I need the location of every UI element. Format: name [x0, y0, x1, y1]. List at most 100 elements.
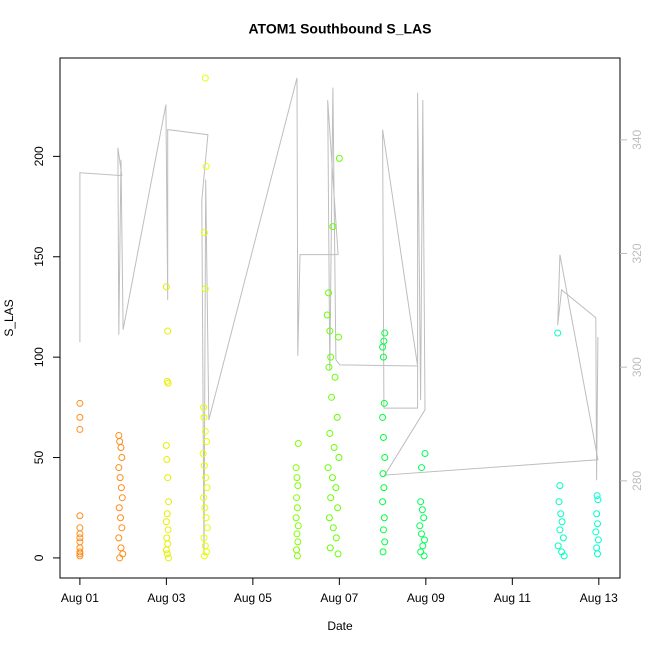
- point: [381, 538, 389, 546]
- point: [328, 474, 336, 482]
- point: [331, 373, 339, 381]
- point: [162, 283, 170, 291]
- point: [421, 450, 429, 458]
- point: [117, 443, 125, 451]
- point: [593, 492, 601, 500]
- point: [326, 429, 334, 437]
- point: [117, 514, 125, 522]
- y2-tick-label: 340: [630, 130, 644, 150]
- x-tick-label: Aug 09: [407, 591, 445, 605]
- point: [294, 522, 302, 530]
- point: [201, 427, 209, 435]
- point: [559, 534, 567, 542]
- x-tick-label: Aug 05: [234, 591, 272, 605]
- point: [200, 229, 208, 237]
- point: [201, 285, 209, 293]
- point: [380, 514, 388, 522]
- point: [418, 506, 426, 514]
- y-tick-label: 100: [32, 347, 46, 367]
- point: [556, 526, 564, 534]
- x-axis-label: Date: [327, 619, 353, 633]
- point: [203, 437, 211, 445]
- point: [381, 454, 389, 462]
- point: [334, 504, 342, 512]
- point: [335, 454, 343, 462]
- point: [558, 518, 566, 526]
- point: [379, 413, 387, 421]
- point: [557, 510, 565, 518]
- point: [76, 399, 84, 407]
- point: [116, 474, 124, 482]
- point: [325, 514, 333, 522]
- y-tick-label: 150: [32, 246, 46, 266]
- point: [418, 464, 426, 472]
- point: [165, 554, 173, 562]
- point: [334, 333, 342, 341]
- point: [594, 520, 602, 528]
- point: [203, 524, 211, 532]
- point: [163, 510, 171, 518]
- point: [293, 474, 301, 482]
- point: [163, 550, 171, 558]
- point: [593, 510, 601, 518]
- point: [199, 450, 207, 458]
- point: [327, 353, 335, 361]
- point: [164, 526, 172, 534]
- point: [294, 482, 302, 490]
- y-tick-label: 200: [32, 146, 46, 166]
- point: [200, 403, 208, 411]
- point: [333, 413, 341, 421]
- x-tick-label: Aug 01: [61, 591, 99, 605]
- point: [115, 504, 123, 512]
- point: [76, 552, 84, 560]
- point: [379, 343, 387, 351]
- point: [417, 548, 425, 556]
- point: [556, 482, 564, 490]
- point: [555, 498, 563, 506]
- point: [117, 484, 125, 492]
- point: [202, 162, 210, 170]
- point: [293, 530, 301, 538]
- point: [76, 548, 84, 556]
- point: [332, 484, 340, 492]
- point: [420, 514, 428, 522]
- y-axis-label: S_LAS: [2, 299, 16, 336]
- point: [203, 484, 211, 492]
- point: [379, 498, 387, 506]
- point: [326, 544, 334, 552]
- point: [162, 441, 170, 449]
- point: [294, 538, 302, 546]
- y2-tick-label: 280: [630, 470, 644, 490]
- point: [381, 329, 389, 337]
- point: [420, 552, 428, 560]
- point: [116, 554, 124, 562]
- point: [293, 552, 301, 560]
- y2-tick-label: 320: [630, 243, 644, 263]
- point: [200, 552, 208, 560]
- point: [594, 550, 602, 558]
- point: [76, 530, 84, 538]
- point: [323, 311, 331, 319]
- x-tick-label: Aug 03: [147, 591, 185, 605]
- point: [554, 542, 562, 550]
- plot-frame: [59, 57, 621, 579]
- point: [76, 413, 84, 421]
- x-tick-label: Aug 11: [494, 591, 531, 605]
- point: [115, 534, 123, 542]
- point: [202, 474, 210, 482]
- point: [200, 494, 208, 502]
- point: [76, 550, 84, 558]
- point: [379, 353, 387, 361]
- point: [325, 363, 333, 371]
- point: [294, 439, 302, 447]
- point: [418, 530, 426, 538]
- point: [293, 504, 301, 512]
- point: [164, 379, 172, 387]
- point: [163, 456, 171, 464]
- point: [332, 534, 340, 542]
- point: [165, 498, 173, 506]
- x-tick-label: Aug 07: [320, 591, 358, 605]
- point: [292, 514, 300, 522]
- point: [554, 329, 562, 337]
